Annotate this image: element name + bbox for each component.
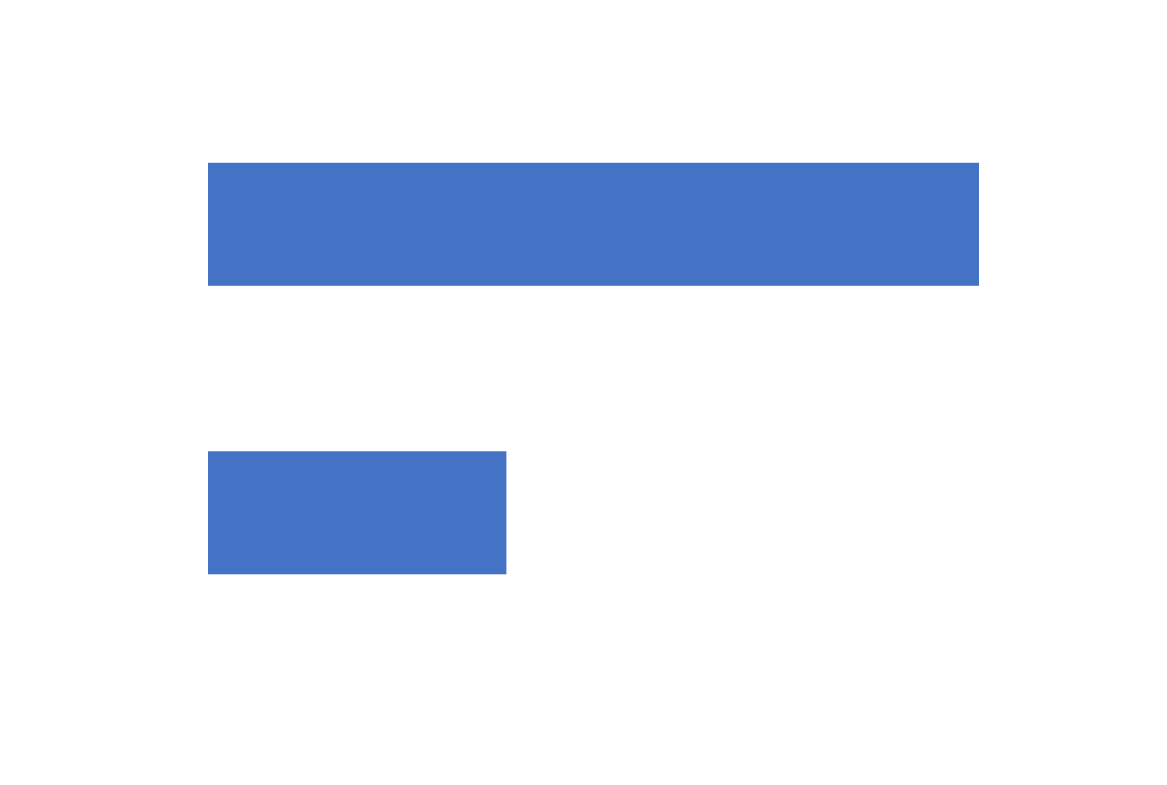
bar-2 (208, 451, 507, 575)
bar-1 (208, 162, 979, 286)
bar-series (208, 162, 979, 575)
